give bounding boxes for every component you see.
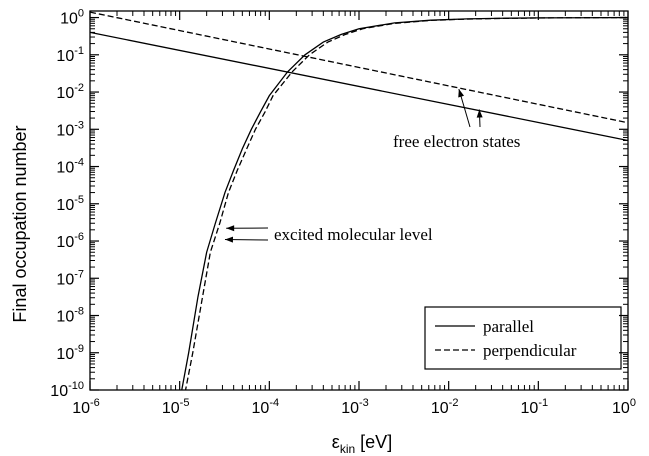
x-tick-label-exponent: -6: [90, 397, 100, 409]
x-tick-label-base: 10: [341, 400, 359, 417]
y-tick-label-exponent: -2: [74, 82, 84, 94]
y-tick-label-exponent: -8: [74, 306, 84, 318]
x-tick-label: 10-4: [252, 397, 280, 417]
x-tick-label-base: 10: [72, 400, 90, 417]
y-tick-label-base: 10: [56, 122, 74, 139]
axis-layer: 10-6 10-5 10-4 10-3 10-2 10-1 10010-1010-910-8…: [50, 8, 636, 417]
y-axis-title: Final occupation number: [10, 125, 30, 322]
y-tick-label: 10-1: [56, 45, 84, 65]
y-tick-label: 10-2: [56, 82, 84, 102]
x-tick-label: 10-6: [72, 397, 100, 417]
x-tick-label: 10-1: [521, 397, 549, 417]
x-tick-label: 10-3: [341, 397, 369, 417]
x-tick-label: 100: [612, 397, 636, 417]
y-tick-label-exponent: -4: [74, 157, 84, 169]
y-tick-label-exponent: 0: [78, 8, 84, 20]
y-tick-label-exponent: -7: [74, 268, 84, 280]
y-tick-label-base: 10: [56, 234, 74, 251]
x-tick-label-base: 10: [162, 400, 180, 417]
y-tick-label: 10-5: [56, 194, 84, 214]
x-tick-label-exponent: -3: [359, 397, 369, 409]
y-tick-label: 10-10: [50, 380, 84, 400]
y-tick-label-exponent: -3: [74, 119, 84, 131]
legend-box: [424, 306, 622, 370]
y-tick-label-base: 10: [56, 160, 74, 177]
x-tick-label-exponent: 0: [630, 397, 636, 409]
y-tick-label-base: 10: [60, 11, 78, 28]
annotation-arrow-head: [226, 225, 235, 232]
y-tick-label-base: 10: [56, 346, 74, 363]
x-tick-label-exponent: -1: [538, 397, 548, 409]
series-group: [90, 11, 628, 390]
x-tick-label-exponent: -4: [269, 397, 279, 409]
series-line-free-electron-states-parallel: [90, 31, 628, 142]
x-axis-title-subscript: kin: [340, 442, 355, 456]
x-tick-label-base: 10: [431, 400, 449, 417]
x-axis-title-unit: [eV]: [355, 432, 392, 452]
y-tick-label: 10-7: [56, 268, 84, 288]
y-tick-label: 10-6: [56, 231, 84, 251]
x-tick-label-base: 10: [521, 400, 539, 417]
series-line-free-electron-states-perpendicular: [90, 11, 628, 124]
annotation-label: excited molecular level: [274, 225, 433, 244]
legend-label-parallel: parallel: [483, 317, 534, 336]
y-tick-label-exponent: -5: [74, 194, 84, 206]
legend-label-perpendicular: perpendicular: [483, 341, 577, 360]
y-tick-label: 100: [60, 8, 84, 28]
y-tick-label-exponent: -10: [68, 380, 84, 392]
x-tick-label-base: 10: [252, 400, 270, 417]
x-axis-title-symbol: ε: [332, 432, 340, 452]
y-tick-label-base: 10: [56, 48, 74, 65]
annotation-label: free electron states: [393, 132, 520, 151]
series-line-excited-molecular-level-perpendicular: [184, 16, 628, 390]
x-tick-label: 10-5: [162, 397, 190, 417]
y-tick-label: 10-8: [56, 306, 84, 326]
x-tick-label-exponent: -2: [449, 397, 459, 409]
y-tick-label-base: 10: [56, 271, 74, 288]
y-tick-label: 10-9: [56, 343, 84, 363]
y-tick-label: 10-4: [56, 157, 84, 177]
y-tick-label-base: 10: [56, 85, 74, 102]
y-tick-label-exponent: -6: [74, 231, 84, 243]
x-tick-label: 10-2: [431, 397, 459, 417]
x-tick-label-exponent: -5: [180, 397, 190, 409]
annotation-arrow-head: [224, 236, 233, 243]
y-tick-label-base: 10: [50, 383, 68, 400]
y-tick-label-exponent: -1: [74, 45, 84, 57]
annotation-arrow-head: [458, 88, 465, 98]
x-axis-title: εkin [eV]: [332, 432, 392, 456]
x-tick-label-base: 10: [612, 400, 630, 417]
y-tick-label-base: 10: [56, 309, 74, 326]
y-tick-label-base: 10: [56, 197, 74, 214]
y-tick-label-exponent: -9: [74, 343, 84, 355]
y-tick-label: 10-3: [56, 119, 84, 139]
annotation-arrow-head: [476, 109, 483, 118]
plot-layer: free electron states excited molecular le…: [90, 11, 628, 390]
